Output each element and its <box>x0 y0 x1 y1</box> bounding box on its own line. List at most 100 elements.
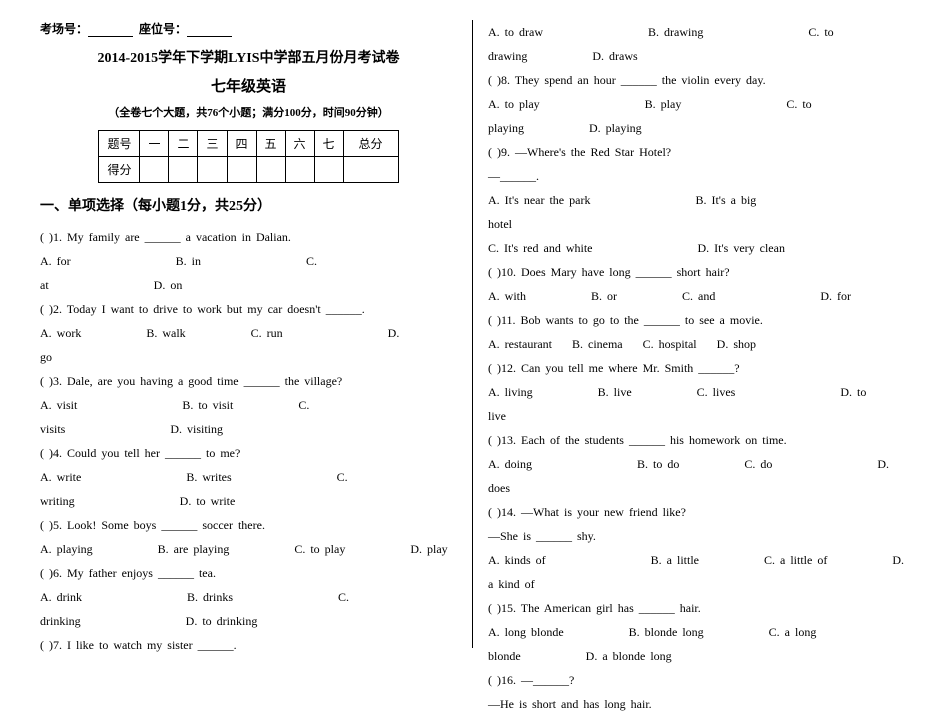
seat-blank <box>187 23 232 37</box>
q12-stem: ( )12. Can you tell me where Mr. Smith _… <box>488 361 740 375</box>
q12-d2: live <box>488 409 506 423</box>
q14-stem: ( )14. —What is your new friend like? <box>488 505 686 519</box>
q9-b2: hotel <box>488 217 512 231</box>
cell: 二 <box>169 131 198 157</box>
question-13: ( )13. Each of the students ______ his h… <box>488 428 905 500</box>
q13-b: B. to do <box>637 457 679 471</box>
q10-b: B. or <box>591 289 617 303</box>
q5-a: A. playing <box>40 542 93 556</box>
q13-a: A. doing <box>488 457 532 471</box>
q8-stem: ( )8. They spend an hour ______ the viol… <box>488 73 766 87</box>
q4-a: A. write <box>40 470 81 484</box>
q4-c: C. <box>337 470 348 484</box>
section-1-title: 一、单项选择（每小题1分，共25分） <box>40 195 457 215</box>
cell: 四 <box>227 131 256 157</box>
q2-b: B. walk <box>146 326 185 340</box>
cell: 总分 <box>343 131 398 157</box>
q6-c: C. <box>338 590 349 604</box>
q3-d: D. visiting <box>170 422 223 436</box>
q13-c: C. do <box>744 457 772 471</box>
q1-stem: ( )1. My family are ______ a vacation in… <box>40 230 291 244</box>
q2-d2: go <box>40 350 52 364</box>
question-14: ( )14. —What is your new friend like? —S… <box>488 500 905 596</box>
q15-a: A. long blonde <box>488 625 564 639</box>
question-8: ( )8. They spend an hour ______ the viol… <box>488 68 905 140</box>
q13-d2: does <box>488 481 510 495</box>
seat-label: 座位号： <box>139 22 187 36</box>
q13-stem: ( )13. Each of the students ______ his h… <box>488 433 787 447</box>
exam-room-blank <box>88 23 133 37</box>
q2-stem: ( )2. Today I want to drive to work but … <box>40 302 365 316</box>
q14-a: A. kinds of <box>488 553 546 567</box>
q3-c: C. <box>298 398 309 412</box>
cell <box>256 157 285 183</box>
question-7: ( )7. I like to watch my sister ______. <box>40 633 457 657</box>
question-5: ( )5. Look! Some boys ______ soccer ther… <box>40 513 457 561</box>
question-7-opts: A. to draw B. drawing C. to drawing D. d… <box>488 20 905 68</box>
q10-stem: ( )10. Does Mary have long ______ short … <box>488 265 730 279</box>
q14-b: B. a little <box>651 553 699 567</box>
q7-c2: drawing <box>488 49 527 63</box>
q4-d: D. to write <box>180 494 236 508</box>
q5-c: C. to play <box>294 542 345 556</box>
question-6: ( )6. My father enjoys ______ tea. A. dr… <box>40 561 457 633</box>
question-1: ( )1. My family are ______ a vacation in… <box>40 225 457 297</box>
cell: 五 <box>256 131 285 157</box>
q4-b: B. writes <box>186 470 231 484</box>
q12-d: D. to <box>840 385 866 399</box>
q8-b: B. play <box>645 97 682 111</box>
exam-header: 考场号： 座位号： <box>40 20 457 37</box>
q1-d: D. on <box>154 278 183 292</box>
table-row: 得分 <box>99 157 398 183</box>
q7-b: B. drawing <box>648 25 703 39</box>
cell: 得分 <box>99 157 140 183</box>
q16-l2: —He is short and has long hair. <box>488 697 652 711</box>
q1-c: C. <box>306 254 317 268</box>
q10-a: A. with <box>488 289 526 303</box>
q8-c: C. to <box>786 97 811 111</box>
q9-a: A. It's near the park <box>488 193 590 207</box>
question-9: ( )9. —Where's the Red Star Hotel? —____… <box>488 140 905 260</box>
q12-c: C. lives <box>697 385 736 399</box>
cell <box>343 157 398 183</box>
q5-d: D. play <box>410 542 447 556</box>
q15-b: B. blonde long <box>629 625 704 639</box>
q8-d: D. playing <box>589 121 642 135</box>
q7-c: C. to <box>808 25 833 39</box>
paper-title-2: 七年级英语 <box>40 75 457 96</box>
q7-d: D. draws <box>592 49 637 63</box>
question-2: ( )2. Today I want to drive to work but … <box>40 297 457 369</box>
q9-b: B. It's a big <box>695 193 756 207</box>
q6-b: B. drinks <box>187 590 233 604</box>
question-15: ( )15. The American girl has ______ hair… <box>488 596 905 668</box>
question-11: ( )11. Bob wants to go to the ______ to … <box>488 308 905 356</box>
q6-stem: ( )6. My father enjoys ______ tea. <box>40 566 216 580</box>
q14-d: D. <box>892 553 904 567</box>
q3-stem: ( )3. Dale, are you having a good time _… <box>40 374 342 388</box>
question-4: ( )4. Could you tell her ______ to me? A… <box>40 441 457 513</box>
score-table: 题号 一 二 三 四 五 六 七 总分 得分 <box>98 130 398 183</box>
cell <box>140 157 169 183</box>
q3-c2: visits <box>40 422 65 436</box>
q8-a: A. to play <box>488 97 540 111</box>
q13-d: D. <box>877 457 889 471</box>
cell: 一 <box>140 131 169 157</box>
q3-b: B. to visit <box>182 398 233 412</box>
q11-stem: ( )11. Bob wants to go to the ______ to … <box>488 313 763 327</box>
q5-stem: ( )5. Look! Some boys ______ soccer ther… <box>40 518 265 532</box>
q2-a: A. work <box>40 326 81 340</box>
cell <box>285 157 314 183</box>
q1-b: B. in <box>176 254 201 268</box>
q10-d: D. for <box>820 289 851 303</box>
q11-c: C. hospital <box>643 337 697 351</box>
q10-c: C. and <box>682 289 715 303</box>
cell: 六 <box>285 131 314 157</box>
q4-c2: writing <box>40 494 75 508</box>
cell <box>198 157 227 183</box>
q11-a: A. restaurant <box>488 337 552 351</box>
question-16: ( )16. —______? —He is short and has lon… <box>488 668 905 716</box>
paper-subtitle: （全卷七个大题，共76个小题；满分100分，时间90分钟） <box>40 104 457 120</box>
q6-c2: drinking <box>40 614 81 628</box>
cell <box>169 157 198 183</box>
q15-stem: ( )15. The American girl has ______ hair… <box>488 601 701 615</box>
